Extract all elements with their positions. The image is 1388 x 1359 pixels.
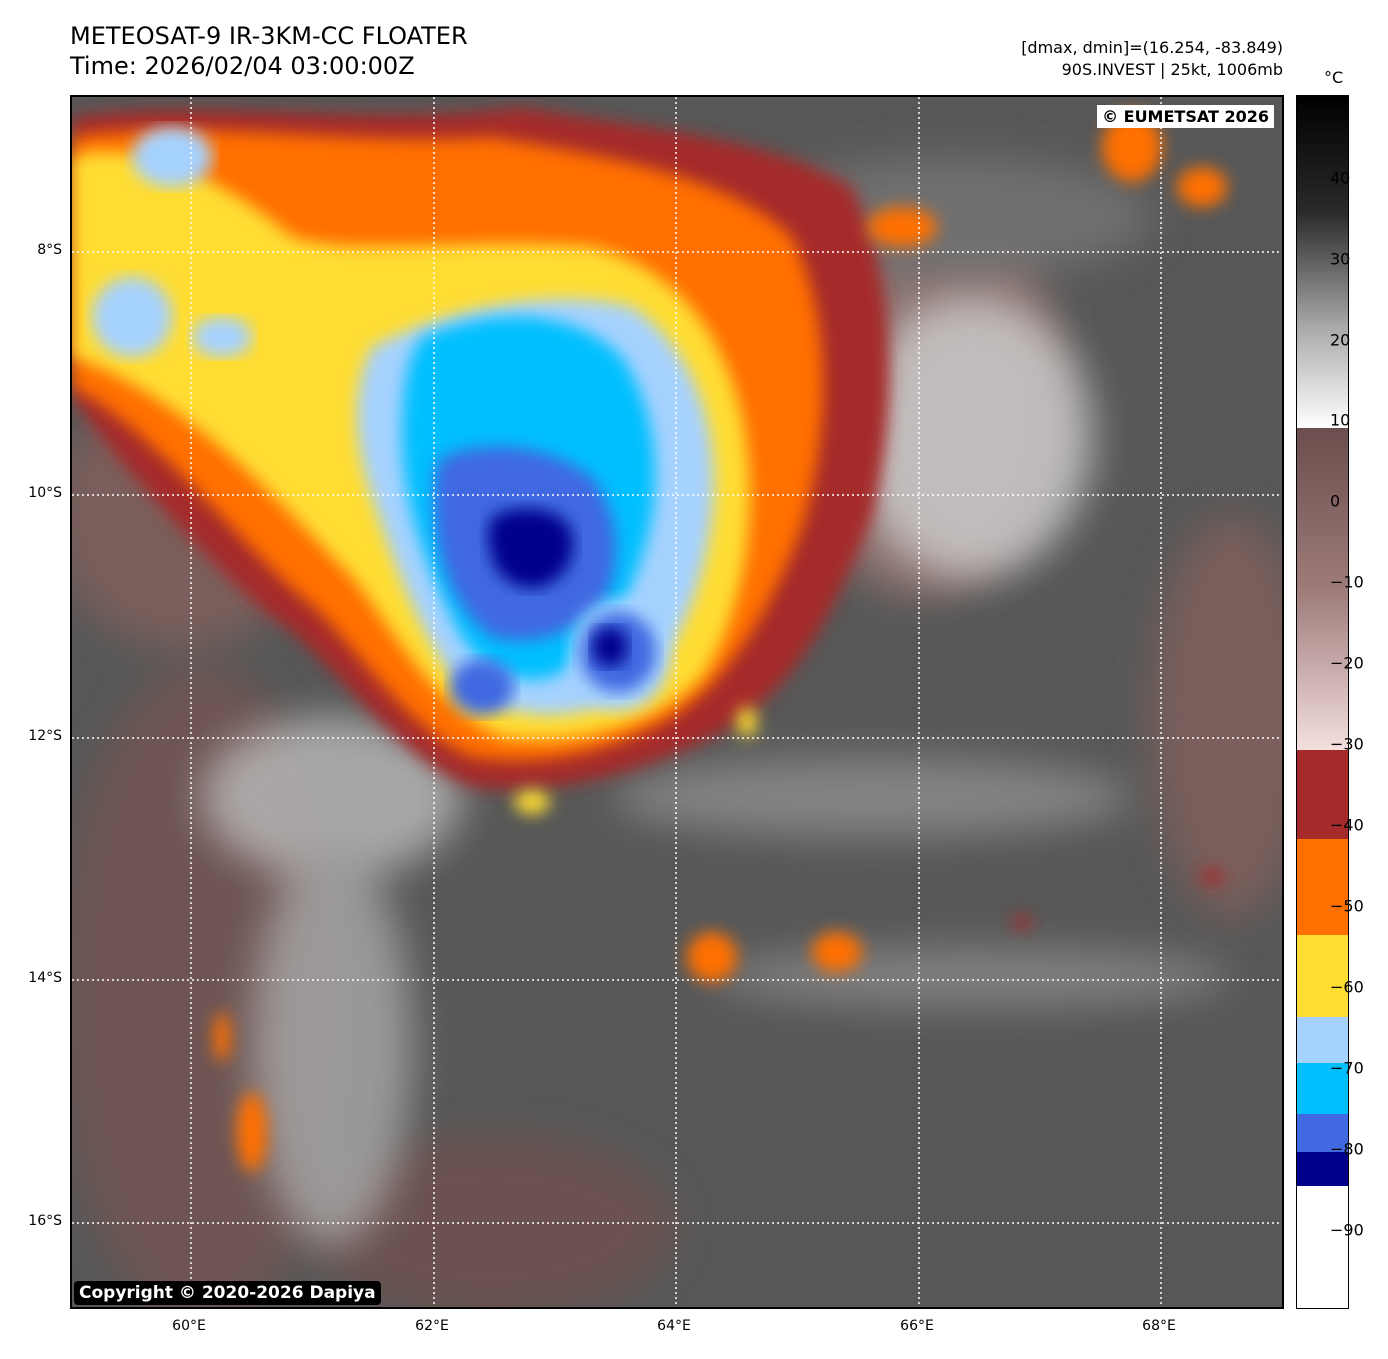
- colorbar-tick: 20: [1330, 330, 1351, 350]
- colorbar-tick: −90: [1330, 1220, 1364, 1240]
- lon-label: 60°E: [172, 1318, 206, 1334]
- satellite-image: © EUMETSAT 2026 Copyright © 2020-2026 Da…: [70, 95, 1284, 1309]
- colorbar-tick: −40: [1330, 815, 1364, 835]
- valid-time: Time: 2026/02/04 03:00:00Z: [70, 52, 415, 80]
- colorbar-tick: 30: [1330, 249, 1351, 269]
- colorbar-tick: −10: [1330, 572, 1364, 592]
- colorbar: [1296, 95, 1349, 1309]
- colorbar-tick: −30: [1330, 734, 1364, 754]
- colorbar-tick: 10: [1330, 410, 1351, 430]
- lon-label: 68°E: [1142, 1318, 1176, 1334]
- lat-label: 16°S: [28, 1213, 62, 1229]
- product-title: METEOSAT-9 IR-3KM-CC FLOATER: [70, 22, 468, 50]
- lon-label: 66°E: [900, 1318, 934, 1334]
- colorbar-tick: −60: [1330, 977, 1364, 997]
- colorbar-tick: 40: [1330, 168, 1351, 188]
- isolated-cells: [214, 112, 1227, 1172]
- colorbar-tick: −50: [1330, 896, 1364, 916]
- graticule: [72, 97, 1282, 1307]
- storm-info: 90S.INVEST | 25kt, 1006mb: [1061, 60, 1283, 79]
- colorbar-tick: −80: [1330, 1139, 1364, 1159]
- colorbar-tick: −20: [1330, 653, 1364, 673]
- dmax-dmin-readout: [dmax, dmin]=(16.254, -83.849): [1021, 38, 1283, 57]
- colorbar-gradient: [1297, 96, 1348, 1308]
- lon-label: 62°E: [415, 1318, 449, 1334]
- lat-label: 10°S: [28, 485, 62, 501]
- colorbar-tick: −70: [1330, 1058, 1364, 1078]
- lat-label: 14°S: [28, 970, 62, 986]
- lat-label: 12°S: [28, 728, 62, 744]
- lat-label: 8°S: [37, 242, 62, 258]
- colorbar-unit: °C: [1324, 68, 1344, 87]
- ir-imagery: [72, 97, 1282, 1307]
- lon-label: 64°E: [657, 1318, 691, 1334]
- dapiya-copyright: Copyright © 2020-2026 Dapiya: [74, 1281, 381, 1305]
- eumetsat-copyright: © EUMETSAT 2026: [1097, 105, 1274, 128]
- colorbar-tick: 0: [1330, 491, 1341, 511]
- convective-system: [72, 107, 890, 790]
